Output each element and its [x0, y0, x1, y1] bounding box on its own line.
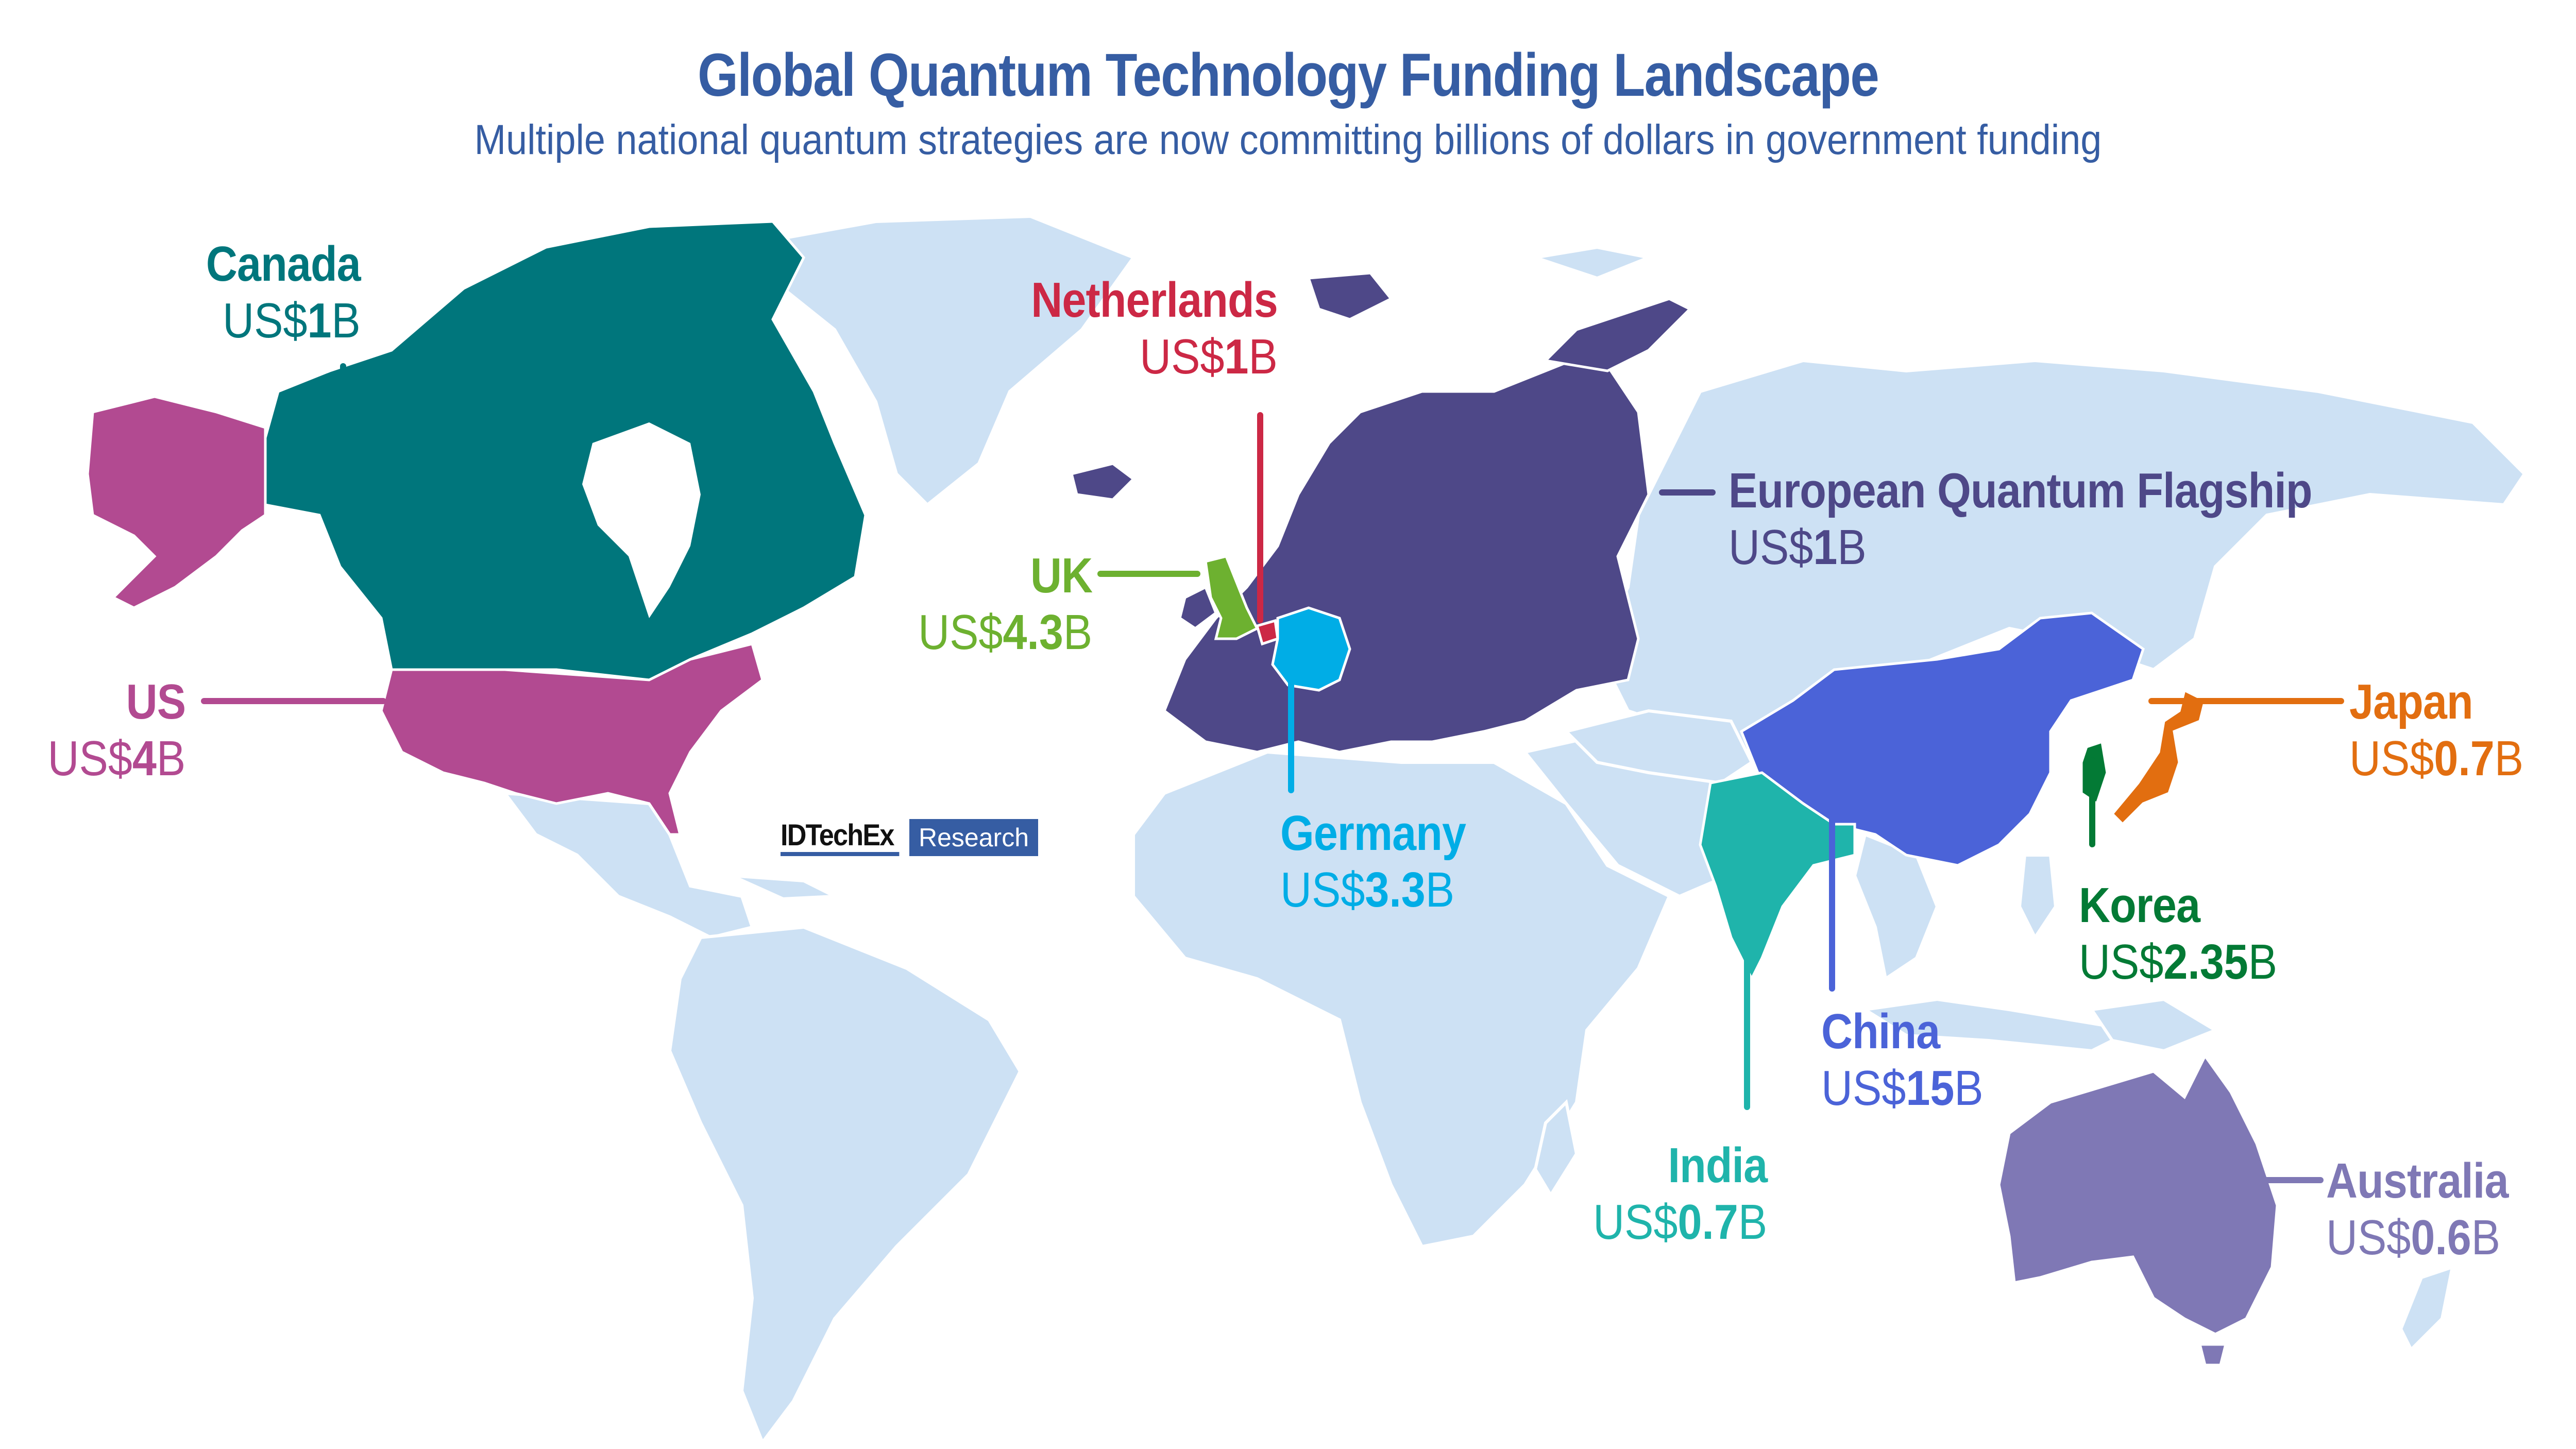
leader-us — [201, 698, 386, 704]
leader-uk — [1097, 571, 1200, 577]
leader-india — [1744, 824, 1750, 1110]
base-land — [501, 214, 2527, 1446]
label-korea: Korea US$2.35B — [2079, 881, 2304, 987]
funding-amount: US$1B — [1140, 329, 1278, 384]
leader-korea — [2089, 757, 2095, 847]
country-name: China — [1821, 1004, 1940, 1059]
country-name: Germany — [1280, 806, 1466, 861]
region-germany — [1271, 606, 1351, 692]
country-name: Korea — [2079, 878, 2200, 933]
funding-amount: US$4B — [47, 731, 185, 786]
country-name: Netherlands — [1031, 272, 1278, 328]
leader-australia — [2262, 1177, 2324, 1183]
funding-amount: US$1B — [1728, 520, 1867, 575]
label-uk: UK US$4.3B — [894, 548, 1093, 660]
leader-china — [1829, 814, 1835, 992]
label-china: China US$15B — [1821, 1007, 2006, 1113]
funding-amount: US$0.7B — [2349, 731, 2524, 786]
country-name: Canada — [206, 236, 361, 292]
funding-amount: US$2.35B — [2079, 934, 2278, 990]
leader-germany — [1288, 659, 1294, 793]
logo-research-tag: Research — [909, 819, 1039, 856]
country-name: US — [126, 674, 185, 729]
region-name: European Quantum Flagship — [1728, 463, 2313, 518]
label-india: India US$0.7B — [1569, 1138, 1768, 1250]
label-australia: Australia US$0.6B — [2326, 1156, 2533, 1263]
leader-japan — [2148, 698, 2344, 704]
region-alaska — [86, 395, 267, 609]
page-subtitle: Multiple national quantum strategies are… — [474, 116, 2102, 163]
country-name: Japan — [2349, 674, 2473, 729]
funding-amount: US$3.3B — [1280, 862, 1455, 917]
region-japan — [2110, 688, 2207, 826]
funding-amount: US$4.3B — [918, 605, 1092, 660]
funding-amount: US$0.6B — [2326, 1210, 2501, 1265]
page-title: Global Quantum Technology Funding Landsc… — [697, 41, 1879, 109]
label-japan: Japan US$0.7B — [2349, 677, 2547, 783]
leader-eu — [1659, 489, 1716, 496]
region-uk — [1204, 555, 1259, 640]
country-name: Australia — [2326, 1153, 2509, 1208]
region-india — [1699, 771, 1856, 982]
country-name: UK — [1030, 548, 1093, 603]
label-germany: Germany US$3.3B — [1280, 809, 1491, 915]
region-canada — [264, 220, 867, 681]
region-us — [380, 642, 764, 836]
leader-canada — [340, 363, 346, 435]
label-eu-flagship: European Quantum Flagship US$1B — [1728, 466, 2392, 572]
region-australia — [1997, 1053, 2279, 1336]
region-netherlands — [1255, 619, 1279, 646]
logo-brand: IDTechEx — [781, 819, 900, 856]
leader-netherlands — [1257, 412, 1263, 623]
label-netherlands: Netherlands US$1B — [997, 276, 1278, 382]
country-name: India — [1668, 1138, 1768, 1193]
region-eu — [1162, 348, 1650, 754]
funding-amount: US$15B — [1821, 1061, 1984, 1116]
funding-amount: US$1B — [223, 293, 361, 348]
idtechex-logo: IDTechEx Research — [781, 819, 1039, 856]
funding-amount: US$0.7B — [1592, 1195, 1767, 1250]
label-canada: Canada US$1B — [185, 240, 361, 346]
label-us: US US$4B — [29, 674, 186, 786]
